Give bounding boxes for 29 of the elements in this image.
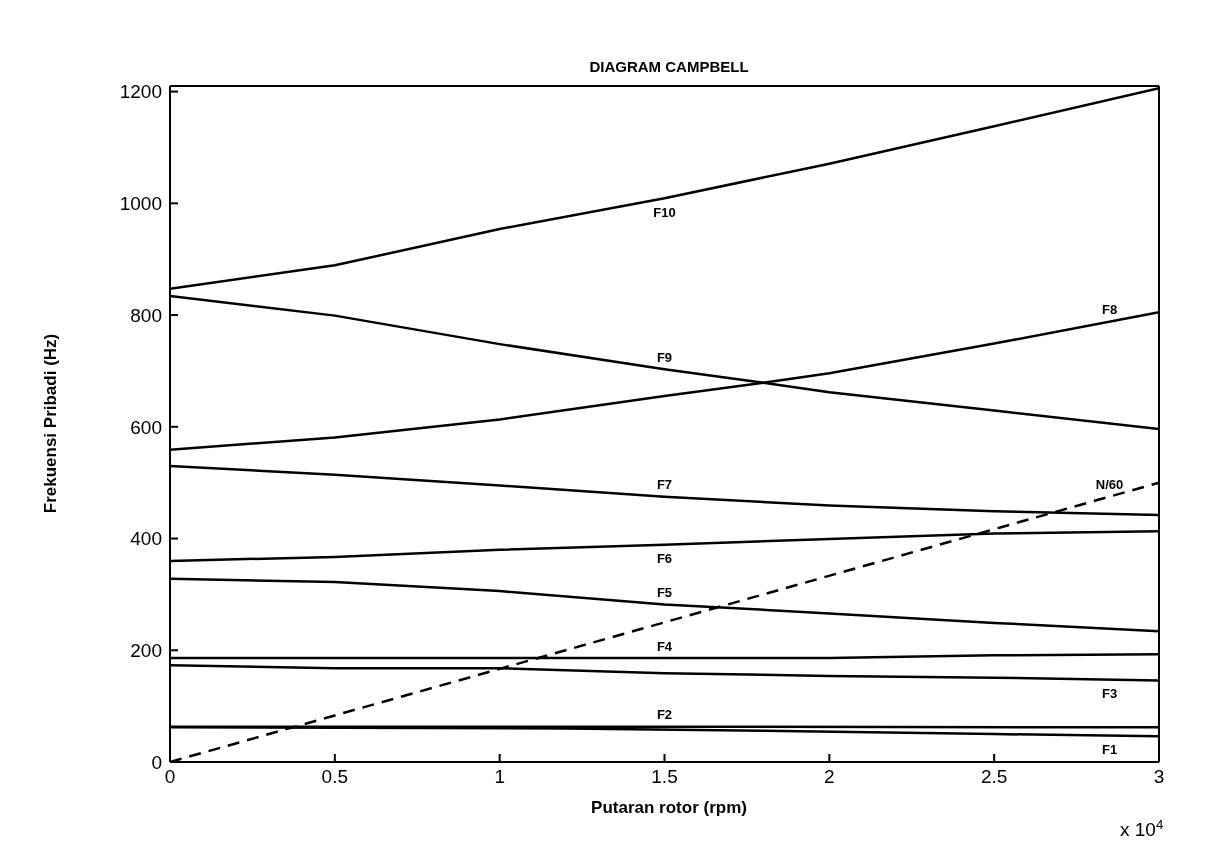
y-tick-label: 200: [130, 640, 162, 662]
series-label: F9: [656, 349, 673, 365]
y-tick-label: 400: [130, 528, 162, 550]
series-label: F2: [656, 707, 673, 723]
x-tick-label: 3: [1153, 766, 1165, 788]
y-axis-title: Frekuensi Pribadi (Hz): [41, 333, 60, 514]
series-label: N/60: [1095, 477, 1124, 493]
series-label: F1: [1101, 742, 1118, 758]
x-tick-label: 0.5: [321, 766, 349, 788]
y-tick-label: 800: [130, 304, 162, 326]
y-tick-label: 1200: [119, 81, 162, 103]
series-label: F10: [653, 204, 676, 220]
x-tick-label: 0: [164, 766, 176, 788]
series-label: F4: [656, 638, 673, 654]
chart-title: DIAGRAM CAMPBELL: [588, 58, 750, 75]
y-tick-label: 1000: [119, 193, 162, 215]
series-label: F5: [656, 585, 673, 601]
x-tick-label: 1.5: [651, 766, 678, 788]
x-axis-title: Putaran rotor (rpm): [590, 798, 748, 818]
y-tick-label: 600: [130, 416, 162, 438]
y-tick-label: 0: [151, 751, 162, 773]
x-tick-label: 1: [494, 766, 505, 788]
x-tick-label: 2: [824, 766, 835, 788]
series-label: F8: [1101, 302, 1118, 318]
series-label: F3: [1101, 686, 1118, 702]
series-label: F6: [656, 551, 673, 567]
text: x 10$^{4}$: [1120, 816, 1164, 840]
x-tick-label: 2.5: [980, 766, 1008, 788]
series-label: F7: [656, 477, 673, 493]
